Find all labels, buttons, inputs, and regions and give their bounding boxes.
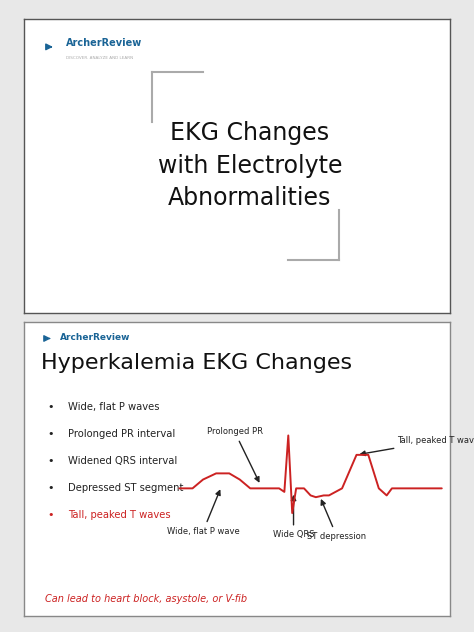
Text: Tall, peaked T waves: Tall, peaked T waves: [68, 510, 171, 520]
Text: Tall, peaked T wave: Tall, peaked T wave: [361, 436, 474, 456]
Text: Prolonged PR interval: Prolonged PR interval: [68, 428, 176, 439]
Text: Wide QRS: Wide QRS: [273, 496, 314, 540]
Text: •: •: [47, 428, 54, 439]
Text: Prolonged PR: Prolonged PR: [207, 427, 263, 482]
Text: •: •: [47, 402, 54, 411]
Text: EKG Changes
with Electrolyte
Abnormalities: EKG Changes with Electrolyte Abnormaliti…: [157, 121, 342, 210]
Text: DISCOVER. ANALYZE AND LEARN: DISCOVER. ANALYZE AND LEARN: [66, 56, 134, 59]
Text: ArcherReview: ArcherReview: [60, 332, 130, 342]
Text: Wide, flat P wave: Wide, flat P wave: [167, 490, 239, 536]
Text: •: •: [47, 483, 54, 493]
Text: Hyperkalemia EKG Changes: Hyperkalemia EKG Changes: [41, 353, 352, 373]
Text: •: •: [47, 510, 54, 520]
Text: Can lead to heart block, asystole, or V-fib: Can lead to heart block, asystole, or V-…: [45, 594, 247, 604]
Text: Wide, flat P waves: Wide, flat P waves: [68, 402, 160, 411]
Text: Depressed ST segment: Depressed ST segment: [68, 483, 184, 493]
Text: •: •: [47, 456, 54, 466]
Text: Widened QRS interval: Widened QRS interval: [68, 456, 178, 466]
Text: ArcherReview: ArcherReview: [66, 38, 143, 48]
Text: ST depression: ST depression: [307, 501, 366, 541]
